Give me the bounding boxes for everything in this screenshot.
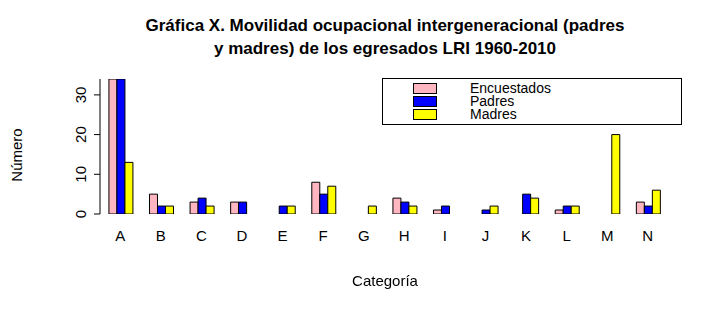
svg-text:A: A — [115, 227, 125, 244]
html-text:Encuestados: Encuestados — [470, 80, 551, 96]
html-text:Padres: Padres — [470, 93, 515, 109]
svg-text:F: F — [319, 227, 328, 244]
svg-text:K: K — [521, 227, 531, 244]
svg-text:C: C — [196, 227, 207, 244]
svg-text:0: 0 — [72, 210, 89, 218]
svg-text:10: 10 — [72, 166, 89, 183]
svg-text:B: B — [156, 227, 166, 244]
html-text:Número: Número — [7, 128, 25, 182]
svg-text:30: 30 — [72, 87, 89, 104]
html-text:Categoría: Categoría — [352, 272, 418, 289]
svg-text:G: G — [358, 227, 370, 244]
svg-text:J: J — [482, 227, 490, 244]
svg-text:E: E — [278, 227, 288, 244]
html-text:y madres) de los egresados LRI: y madres) de los egresados LRI 1960-2010 — [214, 39, 556, 58]
svg-text:20: 20 — [72, 126, 89, 143]
svg-text:D: D — [237, 227, 248, 244]
svg-text:L: L — [562, 227, 570, 244]
svg-text:M: M — [601, 227, 614, 244]
html-text:Gráfica X. Movilidad ocupacion: Gráfica X. Movilidad ocupacional interge… — [145, 16, 625, 35]
svg-text:N: N — [642, 227, 653, 244]
html-text:Madres: Madres — [470, 106, 517, 122]
svg-text:I: I — [443, 227, 447, 244]
svg-text:H: H — [399, 227, 410, 244]
